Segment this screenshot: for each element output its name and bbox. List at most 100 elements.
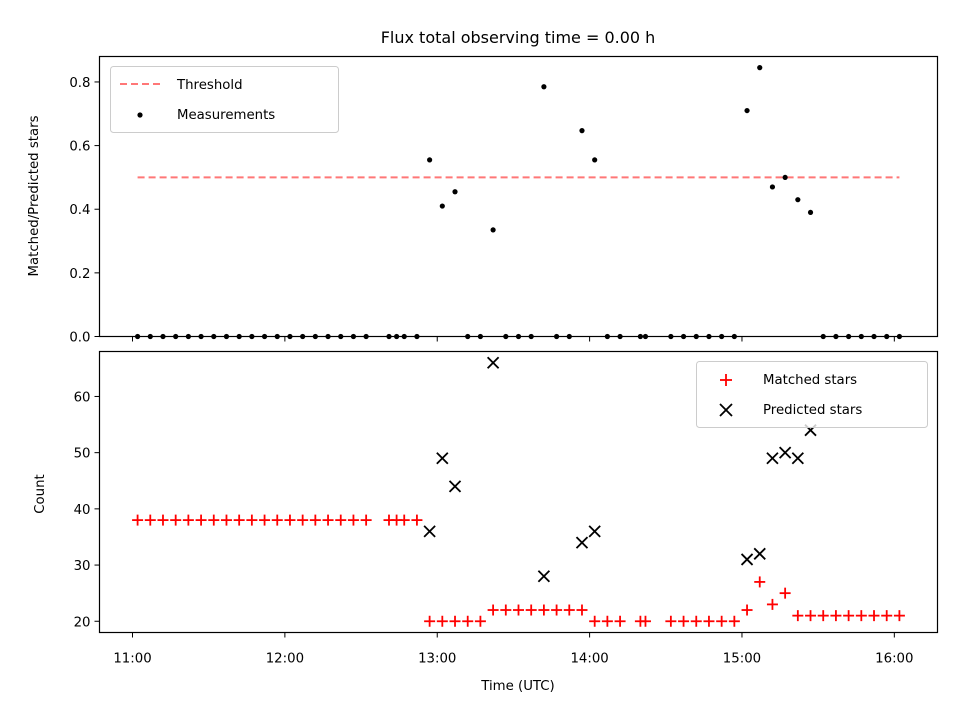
matched-point: [538, 604, 550, 616]
matched-point: [805, 610, 817, 622]
predicted-point: [486, 356, 500, 369]
matched-point: [436, 615, 448, 627]
matched-point: [182, 514, 194, 526]
predicted-point: [575, 536, 589, 549]
bottom-y-tick-label: 60: [74, 390, 91, 405]
matched-point: [411, 514, 423, 526]
x-tick-label: 12:00: [266, 652, 304, 667]
top-y-tick-label: 0.4: [69, 203, 90, 218]
matched-point: [462, 615, 474, 627]
predicted-point: [537, 570, 551, 583]
bottom-legend: Matched stars Predicted stars: [696, 361, 928, 428]
top-y-tick-label: 0.6: [69, 140, 90, 155]
matched-point: [335, 514, 347, 526]
matched-point: [525, 604, 537, 616]
matched-point: [589, 615, 601, 627]
predicted-point: [753, 547, 766, 560]
measurement-point: [592, 157, 598, 163]
matched-point: [576, 604, 588, 616]
predicted-point: [448, 480, 462, 493]
matched-point: [246, 514, 258, 526]
bottom-y-tick-label: 40: [74, 503, 91, 518]
matched-point: [868, 610, 880, 622]
predicted-legend-label: Predicted stars: [763, 403, 862, 418]
bottom-y-tick-label: 50: [74, 447, 91, 462]
matched-point: [741, 604, 753, 616]
matched-point: [843, 610, 855, 622]
matched-point: [144, 514, 156, 526]
matched-point: [601, 615, 613, 627]
x-tick-label: 13:00: [418, 652, 456, 667]
matched-point: [563, 604, 575, 616]
threshold-legend-label: Threshold: [176, 78, 243, 93]
predicted-legend-swatch: [719, 403, 733, 417]
top-y-tick-label: 0.8: [69, 76, 90, 91]
matched-point: [779, 587, 791, 599]
bottom-legend-box: [696, 361, 928, 428]
top-y-tick-label: 0.2: [69, 267, 90, 282]
matched-point: [195, 514, 207, 526]
matched-point: [678, 615, 690, 627]
x-tick-label: 16:00: [875, 652, 913, 667]
matched-stars-series: [132, 514, 905, 627]
matched-point: [893, 610, 905, 622]
top-y-axis-label: Matched/Predicted stars: [27, 115, 42, 276]
measurement-point: [782, 174, 788, 181]
matched-point: [360, 514, 372, 526]
bottom-y-axis-label: Count: [33, 474, 48, 514]
top-panel: Flux total observing time = 0.00 h Match…: [27, 28, 939, 346]
predicted-point: [740, 553, 754, 566]
matched-point: [855, 610, 867, 622]
matched-point: [513, 604, 524, 616]
measurement-point: [541, 84, 547, 90]
matched-point: [233, 514, 245, 526]
top-y-tick-label: 0.0: [69, 331, 90, 346]
top-legend: Threshold Measurements: [110, 66, 339, 133]
measurement-point: [452, 189, 458, 195]
measurement-point: [490, 227, 496, 233]
matched-point: [551, 604, 563, 616]
measurement-point: [795, 197, 801, 203]
measurement-point: [427, 157, 433, 163]
matched-point: [500, 604, 512, 616]
measurement-point: [579, 128, 585, 134]
matched-point: [208, 514, 220, 526]
predicted-point: [766, 452, 779, 465]
matched-point: [347, 514, 359, 526]
matched-point: [170, 514, 182, 526]
matched-point: [398, 514, 410, 526]
bottom-y-tick-label: 20: [74, 615, 91, 630]
matched-point: [766, 598, 778, 610]
matched-point: [449, 615, 461, 627]
measurements-legend-swatch: [137, 112, 143, 118]
matched-point: [665, 615, 677, 627]
bottom-panel: Count Time (UTC) 20 30 40 50 60 11:00 12:00 13:…: [33, 350, 939, 694]
bottom-axes-content: 20 30 40 50 60 11:00 12:00 13:00 14:00 15:00 16:00: [74, 356, 913, 667]
measurements-legend-label: Measurements: [177, 108, 275, 123]
measurement-point: [757, 65, 763, 71]
matched-point: [614, 615, 626, 627]
matched-point: [157, 514, 169, 526]
chart-title: Flux total observing time = 0.00 h: [381, 28, 656, 47]
matched-point: [754, 576, 766, 588]
bottom-y-tick-label: 30: [74, 559, 91, 574]
measurement-point: [744, 107, 750, 114]
x-tick-label: 15:00: [723, 652, 761, 667]
matched-point: [703, 615, 715, 627]
predicted-point: [423, 525, 436, 538]
matched-legend-label: Matched stars: [763, 373, 857, 388]
x-tick-label: 11:00: [113, 652, 151, 667]
matched-point: [259, 514, 271, 526]
matched-point: [639, 615, 651, 627]
matched-point: [830, 610, 842, 622]
matched-point: [817, 610, 829, 622]
matched-point: [424, 615, 436, 627]
predicted-point: [436, 452, 449, 465]
top-legend-box: [110, 66, 339, 133]
x-tick-label: 14:00: [570, 652, 608, 667]
matched-point: [474, 615, 486, 627]
matched-point: [220, 514, 232, 526]
matched-point: [716, 615, 728, 627]
bottom-plot-frame: [98, 350, 939, 634]
measurement-point: [439, 203, 445, 209]
